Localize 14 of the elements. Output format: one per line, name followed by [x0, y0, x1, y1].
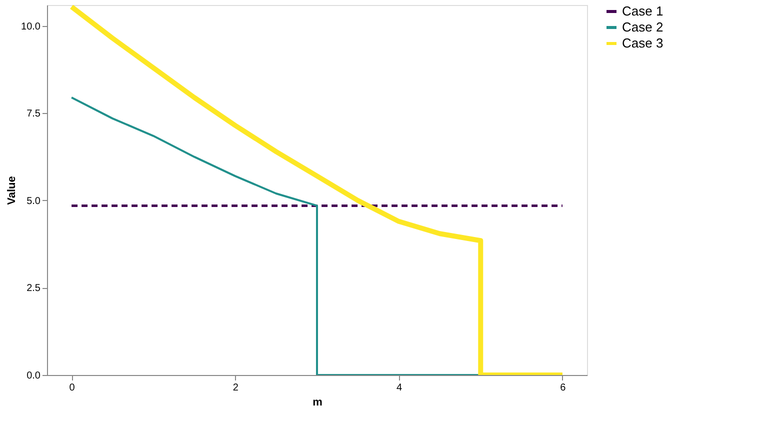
y-tick-label: 10.0	[21, 21, 41, 32]
legend-label: Case 2	[622, 20, 664, 34]
x-tick-label: 6	[560, 382, 566, 394]
y-tick-label: 0.0	[26, 370, 41, 382]
y-tick-label: 2.5	[26, 283, 41, 294]
x-axis-title: m	[312, 396, 323, 408]
y-tick-label: 7.5	[26, 108, 41, 120]
y-tick-label: 5.0	[26, 196, 41, 207]
x-tick-label: 4	[396, 382, 403, 394]
legend-label: Case 3	[622, 36, 664, 50]
legend-label: Case 1	[622, 4, 664, 18]
x-tick-label: 2	[232, 382, 239, 394]
y-axis-title: Value	[6, 176, 18, 205]
x-tick-label: 0	[69, 382, 76, 394]
